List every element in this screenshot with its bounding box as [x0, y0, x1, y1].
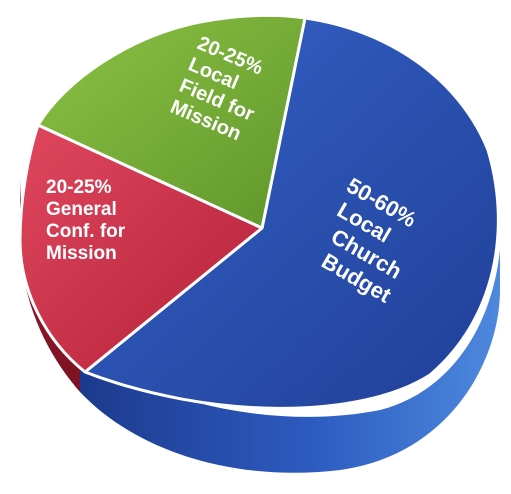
slice-label-line: General — [46, 199, 117, 220]
slice-label-line: 20-25% — [46, 177, 112, 198]
pie-slice-general-conf — [18, 123, 264, 374]
pie-side-blue — [80, 250, 500, 473]
pie-slice-local-field — [36, 13, 307, 230]
pie-slice-local-church — [83, 16, 500, 410]
slice-label-general-conf: 20-25% General Conf. for Mission — [46, 177, 126, 264]
slice-label-local-field: 20-25%LocalField forMission — [167, 32, 275, 147]
slice-label-line: Mission — [46, 243, 117, 264]
slice-label-line: Conf. for — [46, 221, 126, 242]
